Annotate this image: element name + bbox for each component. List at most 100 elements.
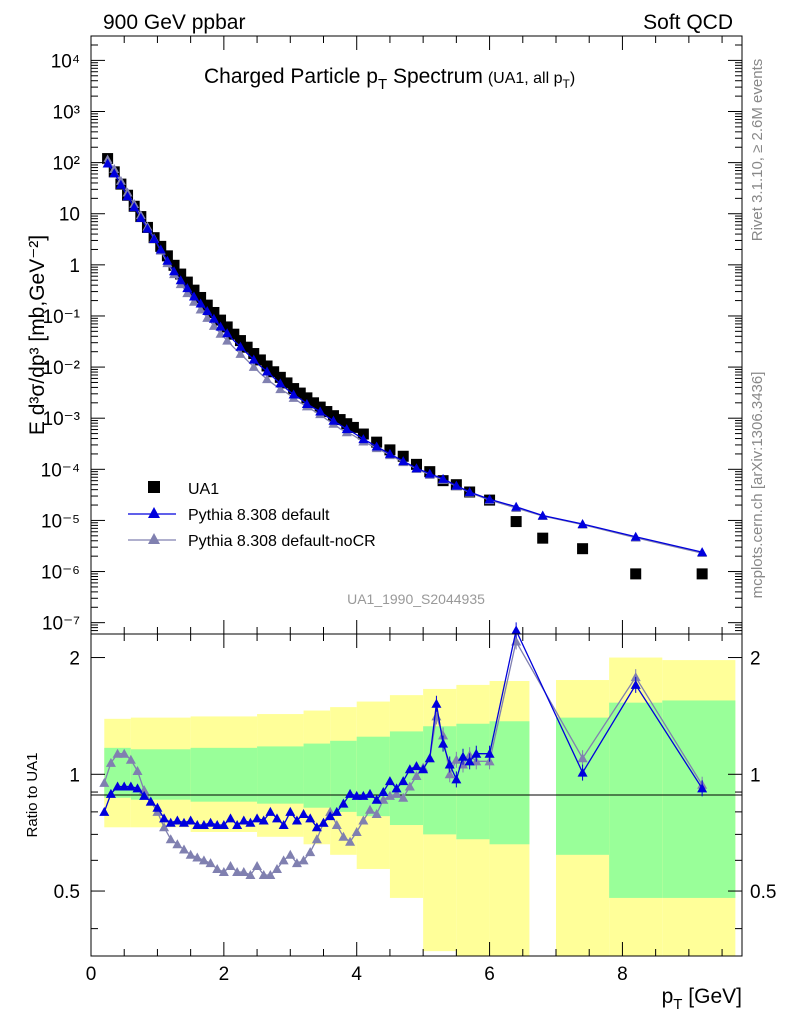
ratio-point-nocr <box>105 757 116 767</box>
y-tick-label: 10⁻⁷ <box>42 614 80 635</box>
legend-label-nocr: Pythia 8.308 default-noCR <box>188 533 376 550</box>
ratio-point-default <box>291 815 302 825</box>
header-left: 900 GeV ppbar <box>103 11 245 34</box>
point-nocr <box>208 320 219 330</box>
point-nocr <box>222 335 233 345</box>
ratio-panel: 0.5 0.5 1 1 2 2 0 2 4 6 8 <box>54 622 776 985</box>
y-tick-label: 10³ <box>53 103 80 124</box>
point-default <box>235 341 246 351</box>
point-nocr <box>262 374 273 384</box>
point-default <box>142 223 153 233</box>
ratio-point-default <box>411 761 422 771</box>
point-default <box>358 434 369 444</box>
data-point-ua1 <box>334 414 346 426</box>
ratio-point-default <box>577 767 588 777</box>
ratio-point-default <box>105 788 116 798</box>
ratio-point-nocr <box>351 826 362 836</box>
ratio-y-tick-label: 1 <box>69 765 80 786</box>
legend-marker-default <box>148 507 160 518</box>
ratio-point-nocr <box>285 849 296 859</box>
ratio-point-default <box>365 788 375 798</box>
ratio-point-nocr <box>192 852 203 862</box>
ratio-point-nocr <box>404 781 415 791</box>
data-point-ua1 <box>274 371 286 383</box>
ratio-x-ticks: 0 2 4 6 8 <box>86 634 723 985</box>
point-default <box>301 398 312 408</box>
point-nocr <box>195 304 206 314</box>
ratio-y-tick-label-right: 1 <box>750 765 761 786</box>
ratio-point-default <box>458 751 468 761</box>
ratio-point-nocr <box>345 836 356 846</box>
data-point-ua1 <box>341 418 353 430</box>
point-default <box>451 480 462 490</box>
ratio-point-nocr <box>444 769 455 779</box>
ratio-point-default <box>212 820 223 830</box>
point-default <box>195 298 206 308</box>
ratio-point-nocr <box>305 847 316 857</box>
ratio-point-default <box>218 820 229 830</box>
ratio-point-nocr <box>179 844 189 854</box>
data-point-ua1 <box>347 421 359 433</box>
ratio-point-nocr <box>577 753 588 763</box>
header-right: Soft QCD <box>643 11 733 34</box>
y-tick-label: 10⁻² <box>43 358 81 379</box>
y-tick-label: 10⁻⁶ <box>41 563 80 584</box>
point-default <box>275 378 286 388</box>
ratio-point-default <box>391 783 402 793</box>
ratio-point-nocr <box>371 808 382 818</box>
legend-label-default: Pythia 8.308 default <box>188 507 330 524</box>
ratio-point-default <box>172 815 183 825</box>
point-default <box>537 510 548 520</box>
ratio-point-default <box>325 811 336 821</box>
point-nocr <box>202 312 213 322</box>
y-tick-label: 10² <box>53 154 80 175</box>
y-axis-label-main: E d³σ/dp³ [mb,GeV⁻²] <box>26 235 49 435</box>
ratio-point-default <box>145 796 156 806</box>
uncertainty-band-inner <box>303 743 331 808</box>
point-default <box>288 389 299 399</box>
side-label-bottom: mcplots.cern.ch [arXiv:1306.3436] <box>749 372 766 599</box>
ratio-point-default <box>431 698 442 708</box>
data-point-ua1 <box>308 397 320 409</box>
data-point-ua1 <box>254 354 266 366</box>
point-nocr <box>248 361 259 371</box>
ratio-point-default <box>159 813 170 823</box>
point-default <box>188 291 199 301</box>
data-point-ua1 <box>234 335 246 347</box>
main-marks <box>102 153 708 580</box>
point-default <box>215 321 226 331</box>
data-point-ua1 <box>288 383 300 395</box>
y-tick-label: 10⁴ <box>51 51 80 72</box>
point-default <box>328 415 339 425</box>
ratio-point-nocr <box>232 866 243 876</box>
point-default <box>122 191 133 201</box>
uncertainty-band-inner <box>609 702 663 898</box>
data-point-ua1 <box>327 410 339 422</box>
ratio-point-nocr <box>298 855 309 865</box>
point-default <box>202 306 213 316</box>
point-default <box>630 531 641 541</box>
y-tick-label: 10⁻¹ <box>43 307 81 328</box>
data-point-ua1 <box>537 532 549 544</box>
ratio-point-default <box>252 813 263 823</box>
main-x-ticks <box>90 36 723 634</box>
point-default <box>511 501 522 511</box>
point-default <box>438 473 449 483</box>
point-default <box>109 168 120 178</box>
data-point-ua1 <box>510 516 522 528</box>
ratio-point-default <box>484 748 495 758</box>
ratio-point-nocr <box>451 754 462 764</box>
ratio-point-default <box>119 781 130 791</box>
ratio-point-default <box>245 817 256 827</box>
ratio-point-default <box>205 817 216 827</box>
ratio-point-nocr <box>238 866 249 876</box>
ratio-y-tick-label-right: 0.5 <box>750 882 776 903</box>
point-default <box>162 255 173 265</box>
x-axis-label: pT [GeV] <box>662 985 742 1013</box>
ratio-point-nocr <box>411 770 422 780</box>
side-label-top: Rivet 3.1.10, ≥ 2.6M events <box>749 59 766 242</box>
point-default <box>222 328 233 338</box>
point-default <box>115 179 126 189</box>
ratio-point-default <box>125 781 136 791</box>
